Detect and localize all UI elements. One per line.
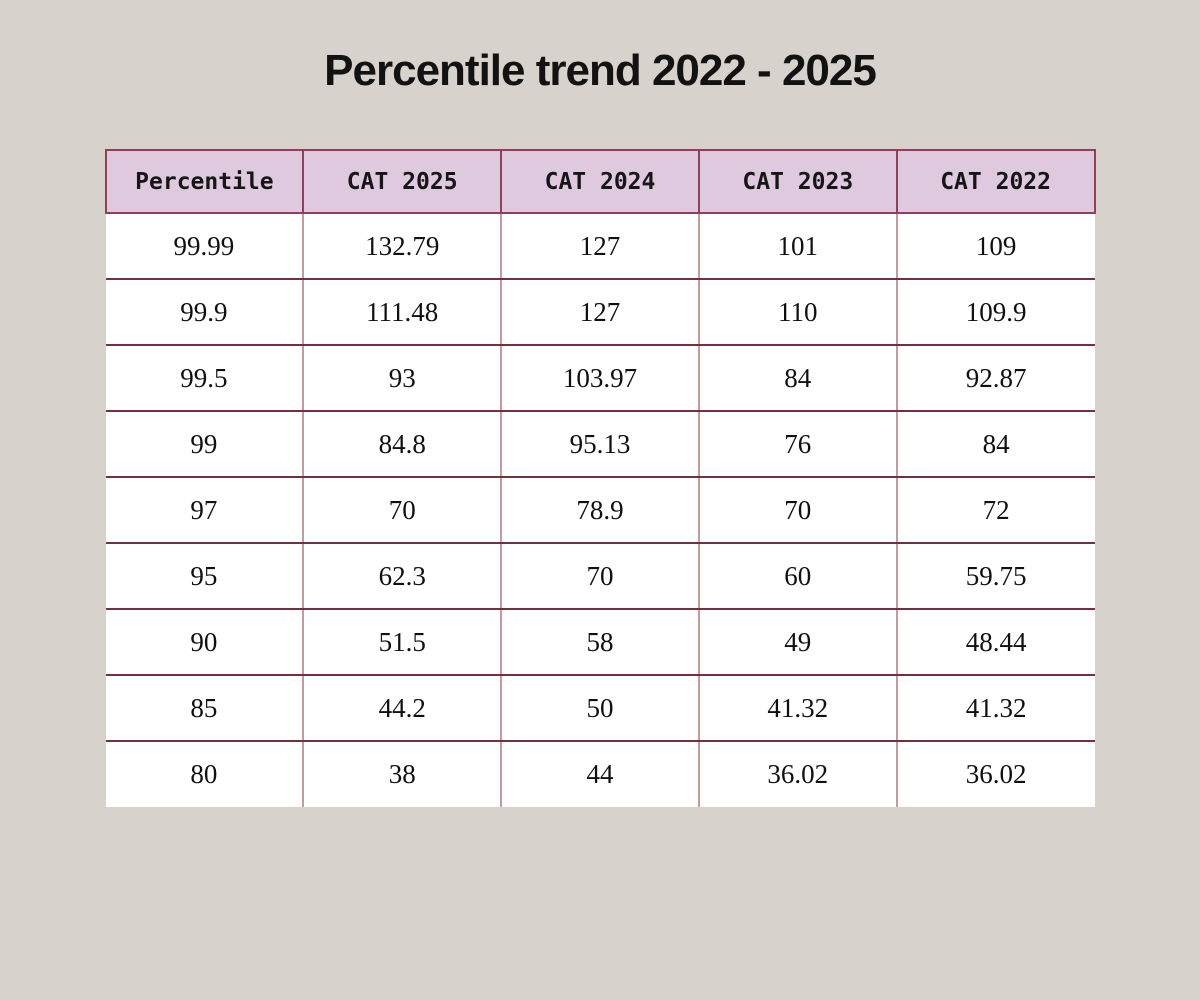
table-cell: 50 xyxy=(501,675,700,742)
table-cell: 101 xyxy=(698,213,898,280)
table-cell: 41.32 xyxy=(896,675,1095,742)
table-cell: 99.9 xyxy=(105,279,305,346)
table-cell: 84.8 xyxy=(303,411,503,478)
table-cell: 127 xyxy=(501,213,700,280)
table-cell: 70 xyxy=(303,477,503,544)
table-row: 95 62.3 70 60 59.75 xyxy=(105,543,1095,610)
table-body: 99.99 132.79 127 101 109 99.9 111.48 127 110 109.… xyxy=(105,213,1095,807)
column-header: CAT 2025 xyxy=(302,149,503,214)
table-cell: 76 xyxy=(698,411,898,478)
table-row: 99.5 93 103.97 84 92.87 xyxy=(105,345,1095,412)
table-cell: 93 xyxy=(303,345,503,412)
table-cell: 84 xyxy=(698,345,898,412)
table-row: 85 44.2 50 41.32 41.32 xyxy=(105,675,1095,742)
table-row: 99.99 132.79 127 101 109 xyxy=(105,213,1095,280)
table-cell: 78.9 xyxy=(501,477,700,544)
table-cell: 109 xyxy=(896,213,1095,280)
table-cell: 59.75 xyxy=(896,543,1095,610)
table-cell: 58 xyxy=(501,609,700,676)
table-cell: 38 xyxy=(303,741,503,807)
table-row: 80 38 44 36.02 36.02 xyxy=(105,741,1095,807)
table-cell: 99.5 xyxy=(105,345,305,412)
table-cell: 70 xyxy=(501,543,700,610)
column-header: CAT 2024 xyxy=(500,149,700,214)
table-cell: 109.9 xyxy=(896,279,1095,346)
table-cell: 44 xyxy=(501,741,700,807)
table-cell: 95.13 xyxy=(501,411,700,478)
page-title: Percentile trend 2022 - 2025 xyxy=(324,46,877,95)
table-cell: 80 xyxy=(105,741,305,807)
table-row: 99.9 111.48 127 110 109.9 xyxy=(105,279,1095,346)
table-cell: 103.97 xyxy=(501,345,700,412)
table-row: 97 70 78.9 70 72 xyxy=(105,477,1095,544)
table-cell: 60 xyxy=(698,543,898,610)
column-header: Percentile xyxy=(104,149,305,214)
column-header: CAT 2022 xyxy=(895,149,1096,214)
table-cell: 132.79 xyxy=(303,213,503,280)
table-cell: 111.48 xyxy=(303,279,503,346)
table-cell: 99 xyxy=(105,411,305,478)
table-cell: 62.3 xyxy=(303,543,503,610)
table-cell: 90 xyxy=(105,609,305,676)
table-row: 90 51.5 58 49 48.44 xyxy=(105,609,1095,676)
table-header: Percentile CAT 2025 CAT 2024 CAT 2023 CAT 20… xyxy=(104,149,1096,214)
table-cell: 127 xyxy=(501,279,700,346)
table-cell: 97 xyxy=(105,477,305,544)
percentile-table: Percentile CAT 2025 CAT 2024 CAT 2023 CAT 20… xyxy=(104,149,1096,807)
table-cell: 51.5 xyxy=(303,609,503,676)
table-cell: 84 xyxy=(896,411,1095,478)
table-cell: 70 xyxy=(698,477,898,544)
header-row: Percentile CAT 2025 CAT 2024 CAT 2023 CAT 20… xyxy=(104,149,1096,214)
percentile-table-container: Percentile CAT 2025 CAT 2024 CAT 2023 CAT 20… xyxy=(104,149,1096,807)
table-cell: 85 xyxy=(105,675,305,742)
table-cell: 36.02 xyxy=(698,741,898,807)
table-row: 99 84.8 95.13 76 84 xyxy=(105,411,1095,478)
table-cell: 99.99 xyxy=(105,213,305,280)
table-cell: 95 xyxy=(105,543,305,610)
table-cell: 72 xyxy=(896,477,1095,544)
table-cell: 110 xyxy=(698,279,898,346)
table-cell: 44.2 xyxy=(303,675,503,742)
table-cell: 48.44 xyxy=(896,609,1095,676)
column-header: CAT 2023 xyxy=(697,149,898,214)
table-cell: 41.32 xyxy=(698,675,898,742)
table-cell: 49 xyxy=(698,609,898,676)
table-cell: 36.02 xyxy=(896,741,1095,807)
table-cell: 92.87 xyxy=(896,345,1095,412)
